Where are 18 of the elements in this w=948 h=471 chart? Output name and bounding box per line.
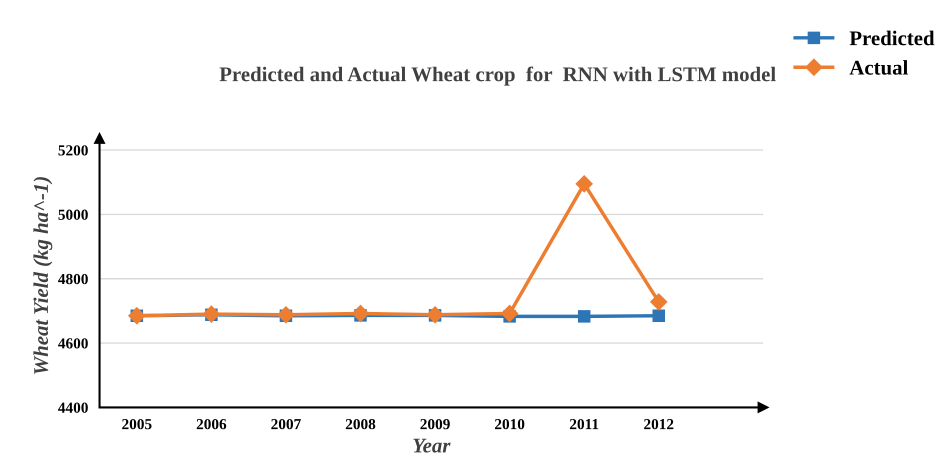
- x-tick-label: 2005: [122, 418, 152, 430]
- y-tick-label: 4600: [58, 338, 88, 349]
- x-tick-label: 2007: [271, 418, 301, 430]
- legend-label: Predicted: [850, 30, 934, 46]
- x-tick-label: 2006: [196, 418, 226, 430]
- x-tick-label: 2012: [644, 418, 674, 430]
- legend-label: Actual: [850, 60, 908, 75]
- x-tick-label: 2008: [346, 418, 376, 430]
- x-tick-label: 2010: [494, 418, 524, 430]
- x-tick-label: 2011: [570, 418, 598, 430]
- chart-title: Predicted and Actual Wheat crop for RNN with LSTM model: [220, 66, 776, 86]
- x-tick-label: 2009: [420, 418, 450, 430]
- y-tick-label: 4800: [58, 274, 88, 284]
- y-axis-title: Wheat Yield (kg ha^-1): [33, 177, 52, 374]
- x-axis-title: Year: [413, 438, 451, 453]
- y-tick-label: 5000: [58, 210, 88, 220]
- y-tick-label: 5200: [58, 145, 88, 156]
- y-tick-label: 4400: [58, 402, 88, 413]
